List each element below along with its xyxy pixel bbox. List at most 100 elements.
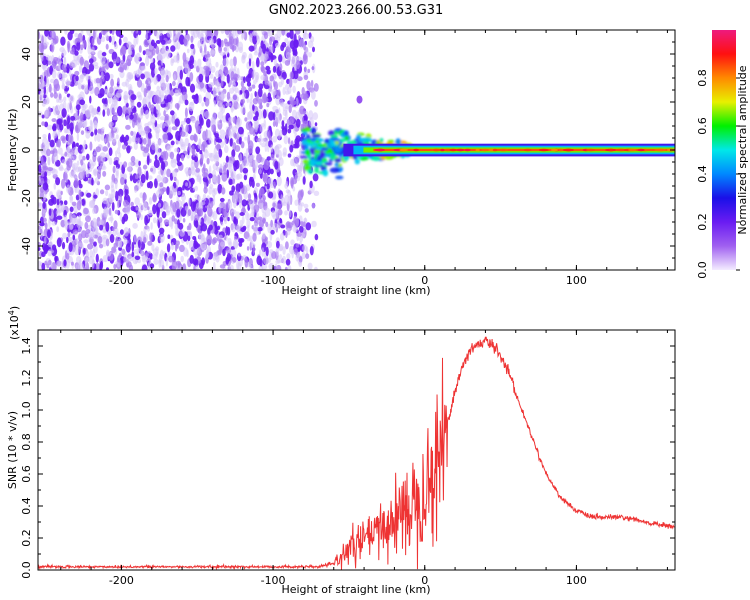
noise-speckle <box>259 187 265 196</box>
noise-speckle <box>190 30 195 36</box>
noise-speckle <box>256 33 259 42</box>
noise-speckle <box>202 130 207 141</box>
noise-speckle <box>120 177 125 185</box>
noise-speckle <box>158 217 163 223</box>
noise-speckle <box>244 257 249 268</box>
noise-speckle <box>299 148 303 158</box>
noise-speckle <box>143 231 146 238</box>
noise-speckle <box>194 220 199 229</box>
noise-speckle <box>101 98 106 104</box>
noise-speckle <box>167 234 171 239</box>
noise-speckle <box>240 80 245 88</box>
signal-blob <box>304 127 312 132</box>
signal-blob <box>330 134 339 138</box>
noise-speckle <box>281 101 285 108</box>
noise-speckle <box>46 124 53 131</box>
noise-speckle <box>259 54 266 62</box>
noise-speckle <box>309 180 313 189</box>
noise-speckle <box>125 189 129 196</box>
noise-speckle <box>304 65 307 74</box>
noise-speckle <box>260 123 265 128</box>
noise-speckle <box>142 50 146 56</box>
noise-speckle <box>206 118 211 128</box>
noise-speckle <box>104 103 108 110</box>
noise-speckle <box>78 64 83 73</box>
noise-speckle <box>276 176 282 187</box>
colorbar-gradient <box>712 30 736 270</box>
noise-speckle <box>208 82 214 88</box>
noise-speckle <box>70 214 77 225</box>
noise-speckle <box>148 101 152 109</box>
noise-speckle <box>307 40 314 48</box>
noise-speckle <box>123 36 128 43</box>
noise-speckle <box>230 249 237 259</box>
noise-speckle <box>165 256 169 267</box>
noise-speckle <box>136 137 141 144</box>
noise-speckle <box>244 156 249 167</box>
noise-speckle <box>298 165 303 174</box>
noise-speckle <box>271 210 276 218</box>
noise-speckle <box>243 31 248 41</box>
noise-speckle <box>83 248 86 255</box>
noise-speckle <box>208 37 215 46</box>
noise-speckle <box>91 177 94 186</box>
noise-speckle <box>95 77 101 84</box>
noise-speckle <box>126 41 132 49</box>
noise-speckle <box>171 126 178 131</box>
noise-speckle <box>78 259 82 267</box>
noise-speckle <box>231 149 236 158</box>
noise-speckle <box>215 70 221 78</box>
noise-speckle <box>159 259 165 268</box>
noise-speckle <box>298 256 303 263</box>
noise-speckle <box>238 136 242 145</box>
noise-speckle <box>182 52 187 63</box>
noise-speckle <box>129 86 132 96</box>
noise-speckle <box>115 30 122 37</box>
noise-speckle <box>66 121 70 130</box>
noise-speckle <box>84 221 89 230</box>
noise-speckle <box>170 110 175 116</box>
noise-speckle <box>122 136 127 143</box>
noise-speckle <box>137 239 141 249</box>
tone-hotspot <box>538 148 549 152</box>
noise-speckle <box>65 128 71 134</box>
noise-speckle <box>171 215 176 222</box>
noise-speckle <box>112 165 116 174</box>
noise-speckle <box>163 85 166 93</box>
snr-y-tick-label: 0.6 <box>20 465 33 483</box>
noise-speckle <box>252 232 257 242</box>
noise-speckle <box>159 30 163 36</box>
signal-blob <box>354 158 360 165</box>
noise-speckle <box>101 234 108 240</box>
noise-speckle <box>221 172 228 182</box>
noise-speckle <box>125 204 131 215</box>
noise-speckle <box>204 97 210 107</box>
noise-speckle <box>204 216 210 226</box>
noise-speckle <box>107 142 110 148</box>
chart-title: GN02.2023.266.00.53.G31 <box>269 3 444 18</box>
noise-speckle <box>46 178 51 185</box>
noise-speckle <box>220 134 224 140</box>
noise-speckle <box>159 122 166 129</box>
tone-hotspot <box>432 148 441 152</box>
noise-speckle <box>285 83 289 91</box>
noise-speckle <box>189 254 194 264</box>
noise-speckle <box>197 58 202 68</box>
noise-speckle <box>89 85 95 95</box>
noise-speckle <box>278 157 284 167</box>
noise-speckle <box>100 155 106 162</box>
noise-speckle <box>77 94 83 100</box>
noise-speckle <box>302 120 309 127</box>
noise-speckle <box>239 199 242 209</box>
noise-speckle <box>261 217 266 224</box>
noise-speckle <box>239 90 243 95</box>
noise-speckle <box>185 182 189 187</box>
noise-speckle <box>190 35 194 43</box>
noise-speckle <box>278 132 281 140</box>
noise-speckle <box>197 142 201 150</box>
noise-speckle <box>56 237 62 248</box>
noise-speckle <box>61 84 66 90</box>
noise-speckle <box>50 194 55 200</box>
noise-speckle <box>150 107 154 113</box>
noise-speckle <box>230 223 237 233</box>
